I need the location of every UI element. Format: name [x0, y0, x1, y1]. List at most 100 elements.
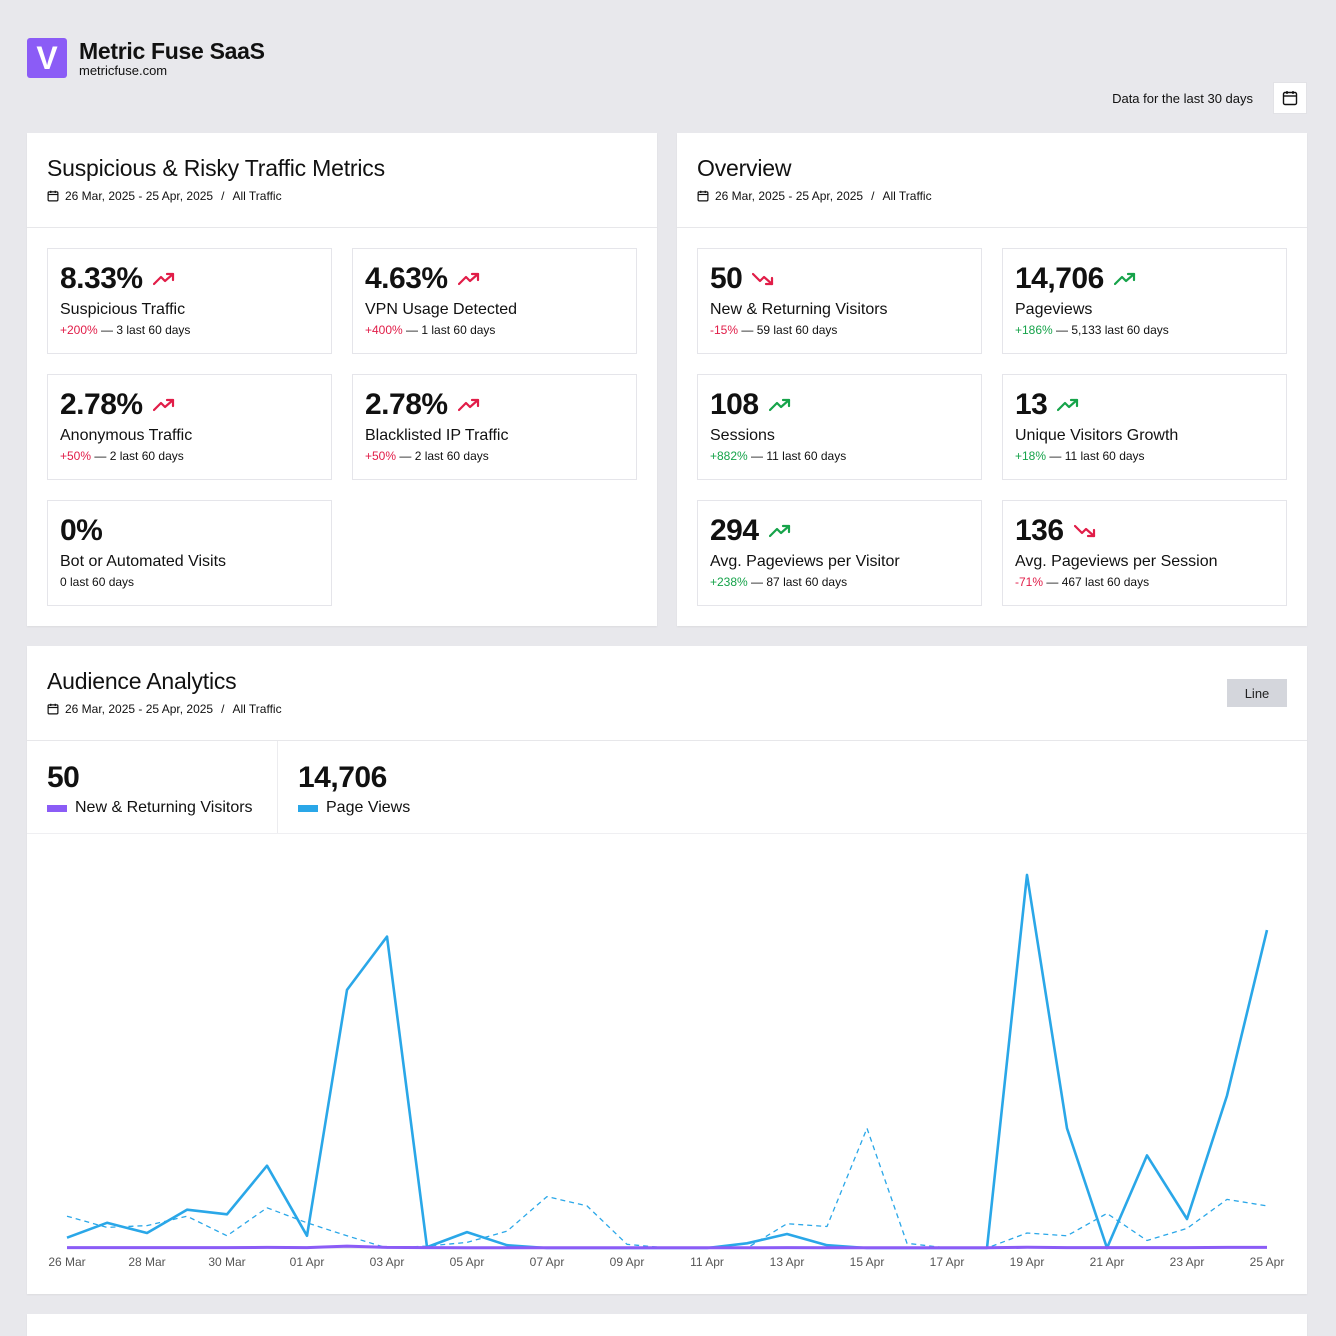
metric-change: -15% [710, 323, 739, 337]
metric-change: +50% [365, 449, 397, 463]
series-line-comparison-series [66, 1127, 1268, 1249]
legend-swatch [47, 804, 67, 812]
stat-value: 14,706 [298, 761, 387, 794]
trend-up-icon [1113, 272, 1136, 286]
metric-card[interactable]: 13 Unique Visitors Growth +18% — 11 last 6… [1002, 374, 1287, 480]
metric-value-row: 4.63% [365, 262, 624, 295]
metric-value-row: 0% [60, 514, 319, 547]
series-line-new-returning-visitors [67, 1244, 1267, 1250]
x-tick-label: 05 Apr [450, 1255, 485, 1269]
trend-up-icon [152, 398, 175, 412]
x-tick-label: 15 Apr [850, 1255, 885, 1269]
panel-date: 26 Mar, 2025 - 25 Apr, 2025 [65, 189, 214, 203]
metric-value-row: 13 [1015, 388, 1274, 421]
x-tick-label: 17 Apr [930, 1255, 965, 1269]
metric-comparison: — 2 last 60 days [94, 449, 184, 463]
chart-type-button[interactable]: Line [1227, 679, 1287, 707]
stat-pageviews[interactable]: 14,706 Page Views [278, 741, 430, 833]
metric-card[interactable]: 108 Sessions +882% — 11 last 60 days [697, 374, 982, 480]
brand-name: Metric Fuse SaaS [79, 38, 265, 64]
metric-value-row: 8.33% [60, 262, 319, 295]
metric-label: Suspicious Traffic [60, 301, 186, 318]
x-tick-label: 01 Apr [290, 1255, 325, 1269]
x-tick-label: 26 Mar [48, 1255, 85, 1269]
panel-title: Overview [697, 155, 792, 181]
panel-title: Audience Analytics [47, 668, 237, 694]
brand: V Metric Fuse SaaS metricfuse.com [27, 38, 265, 78]
metric-card[interactable]: 8.33% Suspicious Traffic +200% — 3 last 60… [47, 248, 332, 354]
stat-visitors[interactable]: 50 New & Returning Visitors [27, 741, 278, 833]
x-tick-label: 19 Apr [1010, 1255, 1045, 1269]
stat-label: New & Returning Visitors [75, 799, 253, 816]
metric-subtext: 0 last 60 days [60, 575, 319, 589]
metric-label: Pageviews [1015, 301, 1093, 318]
panel-meta: 26 Mar, 2025 - 25 Apr, 2025 / All Traffi… [697, 189, 1287, 203]
metric-comparison: — 59 last 60 days [741, 323, 838, 337]
brand-url: metricfuse.com [79, 63, 168, 78]
metric-comparison: — 87 last 60 days [751, 575, 848, 589]
metric-change: +238% [710, 575, 748, 589]
x-tick-label: 03 Apr [370, 1255, 405, 1269]
metric-card[interactable]: 294 Avg. Pageviews per Visitor +238% — 87 … [697, 500, 982, 606]
metric-card[interactable]: 2.78% Anonymous Traffic +50% — 2 last 60 d… [47, 374, 332, 480]
metric-value: 14,706 [1015, 262, 1104, 295]
metric-value-row: 2.78% [60, 388, 319, 421]
metric-value: 2.78% [365, 388, 448, 421]
date-range-label: Data for the last 30 days [1112, 90, 1253, 106]
metric-card[interactable]: 4.63% VPN Usage Detected +400% — 1 last 60… [352, 248, 637, 354]
metric-value-row: 136 [1015, 514, 1274, 547]
metric-value: 0% [60, 514, 103, 547]
risk-panel: Suspicious & Risky Traffic Metrics 26 Ma… [27, 133, 657, 626]
metric-card[interactable]: 0% Bot or Automated Visits 0 last 60 days [47, 500, 332, 606]
trend-up-icon [457, 272, 480, 286]
metric-card[interactable]: 136 Avg. Pageviews per Session -71% — 467 … [1002, 500, 1287, 606]
metric-comparison: — 2 last 60 days [399, 449, 489, 463]
metric-label: Bot or Automated Visits [60, 553, 227, 570]
metric-subtext: +50% — 2 last 60 days [365, 449, 624, 463]
brand-logo: V [27, 38, 67, 78]
panel-scope: All Traffic [882, 189, 932, 203]
calendar-icon [47, 190, 59, 202]
x-tick-label: 11 Apr [690, 1255, 724, 1269]
meta-separator: / [221, 702, 225, 716]
audience-stat-row: 50 New & Returning Visitors 14,706 Page … [27, 741, 1307, 834]
metric-comparison: — 11 last 60 days [751, 449, 847, 463]
metric-card[interactable]: 2.78% Blacklisted IP Traffic +50% — 2 last… [352, 374, 637, 480]
risk-panel-header: Suspicious & Risky Traffic Metrics 26 Ma… [27, 133, 657, 228]
metric-change: +882% [710, 449, 748, 463]
metric-card[interactable]: 14,706 Pageviews +186% — 5,133 last 60 day… [1002, 248, 1287, 354]
metric-value-row: 294 [710, 514, 969, 547]
metric-label: VPN Usage Detected [365, 301, 518, 318]
metric-value: 8.33% [60, 262, 143, 295]
metric-label: Anonymous Traffic [60, 427, 193, 444]
panel-meta: 26 Mar, 2025 - 25 Apr, 2025 / All Traffi… [47, 189, 637, 203]
x-tick-label: 28 Mar [128, 1255, 165, 1269]
trend-up-icon [1057, 398, 1079, 412]
metric-label: Avg. Pageviews per Visitor [710, 553, 900, 570]
panel-title: Suspicious & Risky Traffic Metrics [47, 155, 385, 181]
x-tick-label: 23 Apr [1170, 1255, 1205, 1269]
overview-panel-header: Overview 26 Mar, 2025 - 25 Apr, 2025 / A… [677, 133, 1307, 228]
metric-subtext: +882% — 11 last 60 days [710, 449, 969, 463]
metric-comparison: — 3 last 60 days [101, 323, 191, 337]
stat-legend: Page Views [298, 799, 410, 817]
metric-subtext: +18% — 11 last 60 days [1015, 449, 1274, 463]
metric-value: 4.63% [365, 262, 448, 295]
audience-line-chart: 26 Mar 28 Mar 30 Mar 01 Apr 03 Apr 05 Apr 07 A… [48, 873, 1284, 1269]
metric-value: 50 [710, 262, 743, 295]
stat-label: Page Views [326, 799, 411, 816]
stat-legend: New & Returning Visitors [47, 799, 257, 817]
metric-comparison: — 5,133 last 60 days [1056, 323, 1169, 337]
x-tick-label: 21 Apr [1090, 1255, 1125, 1269]
metric-card[interactable]: 50 New & Returning Visitors -15% — 59 last… [697, 248, 982, 354]
calendar-button[interactable] [1273, 82, 1307, 114]
metric-value-row: 108 [710, 388, 969, 421]
metric-comparison: — 1 last 60 days [406, 323, 496, 337]
metric-value: 13 [1015, 388, 1048, 421]
x-tick-label: 30 Mar [208, 1255, 245, 1269]
metric-value: 294 [710, 514, 759, 547]
metric-label: Sessions [710, 427, 775, 444]
next-panel [27, 1314, 1307, 1336]
panel-scope: All Traffic [232, 189, 282, 203]
calendar-icon [697, 190, 709, 202]
